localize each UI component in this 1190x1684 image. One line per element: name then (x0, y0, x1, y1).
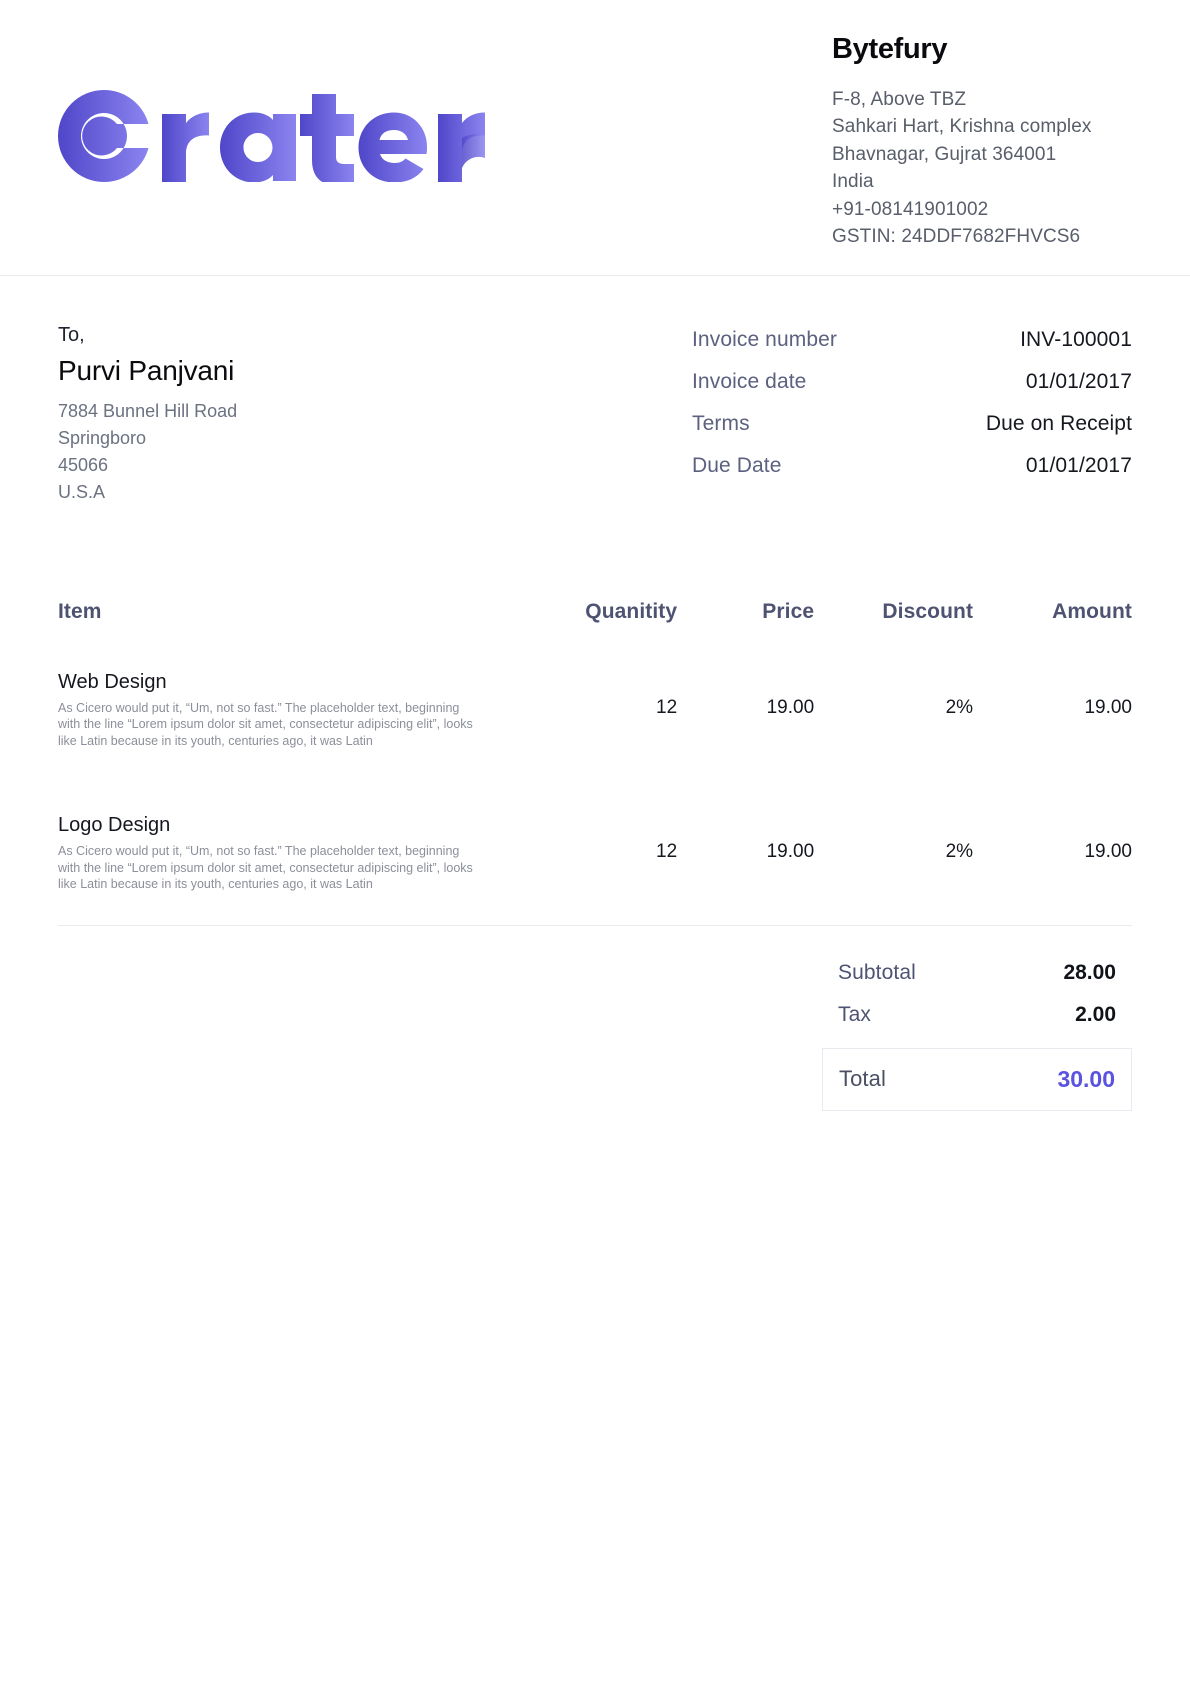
company-address-line: India (832, 171, 874, 193)
items-table: Item Quanitity Price Discount Amount Web… (58, 600, 1132, 915)
company-name: Bytefury (832, 33, 948, 65)
items-table-body: Web Design As Cicero would put it, “Um, … (58, 650, 1132, 915)
invoice-date-value: 01/01/2017 (1025, 369, 1132, 393)
item-discount: 2% (945, 697, 974, 719)
terms-value: Due on Receipt (985, 411, 1132, 435)
row-spacer (58, 771, 1132, 793)
table-row: Web Design As Cicero would put it, “Um, … (58, 650, 1132, 772)
company-address-line: F-8, Above TBZ (832, 88, 967, 110)
totals-section: Subtotal 28.00 Tax 2.00 Total 30.00 (0, 952, 1190, 1111)
customer-address-line: 45066 (58, 454, 109, 475)
item-discount: 2% (945, 840, 974, 862)
invoice-number-label: Invoice number (692, 327, 837, 351)
crater-logo (58, 34, 488, 182)
column-header-quantity: Quanitity (585, 599, 678, 623)
item-quantity: 12 (656, 840, 678, 862)
tax-row: Tax 2.00 (822, 994, 1132, 1036)
bill-to-block: To, Purvi Panjvani 7884 Bunnel Hill Road… (58, 320, 528, 506)
item-description: As Cicero would put it, “Um, not so fast… (58, 844, 473, 892)
subtotal-row: Subtotal 28.00 (822, 952, 1132, 994)
invoice-meta-section: To, Purvi Panjvani 7884 Bunnel Hill Road… (0, 276, 1190, 506)
company-details: Bytefury F-8, Above TBZ Sahkari Hart, Kr… (832, 33, 1132, 251)
column-header-price: Price (762, 599, 815, 623)
column-header-discount: Discount (882, 599, 974, 623)
customer-address-line: U.S.A (58, 481, 106, 502)
totals-block: Subtotal 28.00 Tax 2.00 Total 30.00 (822, 952, 1132, 1111)
invoice-header: Bytefury F-8, Above TBZ Sahkari Hart, Kr… (0, 0, 1190, 276)
column-header-item: Item (58, 599, 102, 623)
table-row: Logo Design As Cicero would put it, “Um,… (58, 793, 1132, 915)
customer-address-line: 7884 Bunnel Hill Road (58, 400, 238, 421)
item-amount: 19.00 (1084, 840, 1132, 862)
subtotal-label: Subtotal (838, 960, 916, 984)
grand-total-value: 30.00 (1057, 1065, 1115, 1092)
subtotal-value: 28.00 (1063, 960, 1116, 984)
customer-address-line: Springboro (58, 427, 147, 448)
invoice-number-value: INV-100001 (1020, 327, 1132, 351)
table-bottom-divider (58, 924, 1132, 926)
customer-name: Purvi Panjvani (58, 354, 235, 386)
invoice-details-block: Invoice number INV-100001 Invoice date 0… (692, 320, 1132, 506)
column-header-amount: Amount (1052, 599, 1132, 623)
item-amount: 19.00 (1084, 697, 1132, 719)
due-date-row: Due Date 01/01/2017 (692, 454, 1132, 478)
due-date-label: Due Date (692, 453, 782, 477)
tax-label: Tax (838, 1002, 871, 1026)
invoice-date-row: Invoice date 01/01/2017 (692, 370, 1132, 394)
grand-total-row: Total 30.00 (822, 1047, 1132, 1111)
item-price: 19.00 (766, 840, 815, 862)
company-address-line: Bhavnagar, Gujrat 364001 (832, 143, 1057, 165)
company-gstin: GSTIN: 24DDF7682FHVCS6 (832, 226, 1081, 248)
crater-logo-icon (58, 90, 485, 182)
bill-to-label: To, (58, 323, 85, 346)
item-cell: Web Design As Cicero would put it, “Um, … (58, 650, 529, 772)
due-date-value: 01/01/2017 (1025, 453, 1132, 477)
terms-row: Terms Due on Receipt (692, 412, 1132, 436)
item-price: 19.00 (766, 697, 815, 719)
item-name: Logo Design (58, 814, 171, 837)
company-phone: +91-08141901002 (832, 198, 989, 220)
invoice-date-label: Invoice date (692, 369, 807, 393)
tax-value: 2.00 (1075, 1002, 1116, 1026)
grand-total-label: Total (839, 1066, 886, 1092)
company-address-line: Sahkari Hart, Krishna complex (832, 116, 1092, 138)
table-header-row: Item Quanitity Price Discount Amount (58, 600, 1132, 650)
item-cell: Logo Design As Cicero would put it, “Um,… (58, 793, 529, 915)
item-description: As Cicero would put it, “Um, not so fast… (58, 700, 473, 748)
item-name: Web Design (58, 670, 167, 693)
terms-label: Terms (692, 411, 750, 435)
items-table-head: Item Quanitity Price Discount Amount (58, 600, 1132, 650)
items-table-section: Item Quanitity Price Discount Amount Web… (0, 506, 1190, 926)
invoice-number-row: Invoice number INV-100001 (692, 328, 1132, 352)
item-quantity: 12 (656, 697, 678, 719)
